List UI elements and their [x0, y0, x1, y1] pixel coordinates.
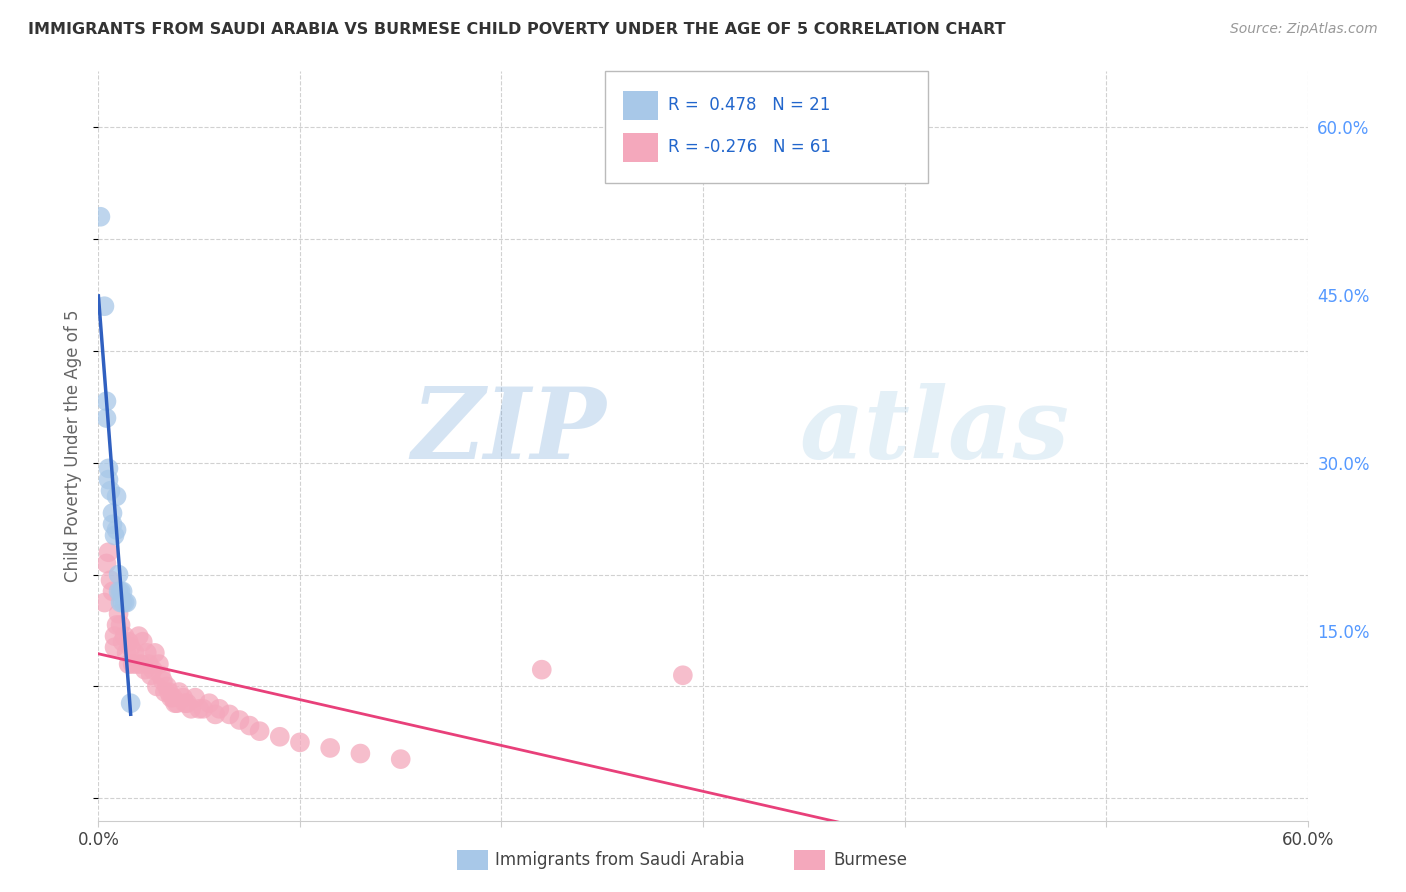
- Point: [157, 685, 180, 699]
- Point: [105, 618, 128, 632]
- Point: [134, 663, 156, 677]
- Point: [105, 523, 128, 537]
- Point: [103, 640, 125, 655]
- Point: [148, 657, 170, 671]
- Point: [110, 618, 132, 632]
- Point: [138, 657, 160, 671]
- Point: [239, 718, 262, 732]
- Point: [172, 690, 194, 705]
- Point: [174, 696, 197, 710]
- Point: [97, 545, 120, 559]
- Point: [110, 584, 132, 599]
- Point: [96, 557, 118, 571]
- Point: [198, 696, 221, 710]
- Text: Source: ZipAtlas.com: Source: ZipAtlas.com: [1230, 22, 1378, 37]
- Point: [100, 573, 122, 587]
- Text: ZIP: ZIP: [412, 383, 606, 479]
- Point: [128, 629, 150, 643]
- Point: [228, 713, 250, 727]
- Point: [114, 596, 136, 610]
- Point: [166, 696, 188, 710]
- Point: [135, 646, 157, 660]
- Point: [180, 702, 202, 716]
- Point: [204, 707, 226, 722]
- Point: [132, 634, 155, 648]
- Point: [107, 584, 129, 599]
- Point: [93, 596, 115, 610]
- Point: [111, 634, 134, 648]
- Point: [156, 680, 179, 694]
- Point: [249, 724, 271, 739]
- Point: [111, 584, 134, 599]
- Point: [218, 707, 240, 722]
- Text: R = -0.276   N = 61: R = -0.276 N = 61: [668, 138, 831, 156]
- Point: [105, 489, 128, 503]
- Point: [319, 741, 342, 756]
- Point: [184, 690, 207, 705]
- Point: [288, 735, 311, 749]
- Point: [160, 690, 183, 705]
- Point: [107, 567, 129, 582]
- Text: atlas: atlas: [800, 383, 1070, 479]
- Point: [93, 299, 115, 313]
- Point: [149, 668, 172, 682]
- Point: [142, 663, 165, 677]
- Text: Immigrants from Saudi Arabia: Immigrants from Saudi Arabia: [495, 851, 745, 869]
- Point: [163, 696, 186, 710]
- Point: [153, 685, 176, 699]
- Point: [103, 629, 125, 643]
- Point: [208, 702, 231, 716]
- Point: [101, 584, 124, 599]
- Point: [96, 411, 118, 425]
- Text: Burmese: Burmese: [834, 851, 908, 869]
- Point: [110, 596, 132, 610]
- Point: [115, 646, 138, 660]
- Point: [101, 506, 124, 520]
- Point: [124, 646, 146, 660]
- Point: [101, 517, 124, 532]
- Text: R =  0.478   N = 21: R = 0.478 N = 21: [668, 96, 830, 114]
- Point: [129, 657, 152, 671]
- Point: [121, 657, 143, 671]
- Point: [530, 663, 553, 677]
- Point: [103, 528, 125, 542]
- Point: [125, 657, 148, 671]
- Point: [107, 607, 129, 621]
- Text: IMMIGRANTS FROM SAUDI ARABIA VS BURMESE CHILD POVERTY UNDER THE AGE OF 5 CORRELA: IMMIGRANTS FROM SAUDI ARABIA VS BURMESE …: [28, 22, 1005, 37]
- Point: [146, 680, 169, 694]
- Point: [188, 702, 211, 716]
- Point: [111, 596, 134, 610]
- Point: [118, 634, 141, 648]
- Point: [96, 394, 118, 409]
- Point: [349, 747, 371, 761]
- Point: [97, 473, 120, 487]
- Point: [143, 646, 166, 660]
- Point: [120, 696, 142, 710]
- Point: [115, 596, 138, 610]
- Point: [139, 668, 162, 682]
- Point: [167, 685, 190, 699]
- Point: [269, 730, 291, 744]
- Point: [389, 752, 412, 766]
- Point: [118, 657, 141, 671]
- Point: [162, 690, 184, 705]
- Point: [89, 210, 111, 224]
- Y-axis label: Child Poverty Under the Age of 5: Child Poverty Under the Age of 5: [65, 310, 83, 582]
- Point: [114, 629, 136, 643]
- Point: [193, 702, 215, 716]
- Point: [672, 668, 695, 682]
- Point: [97, 461, 120, 475]
- Point: [120, 640, 142, 655]
- Point: [176, 696, 198, 710]
- Point: [152, 673, 174, 688]
- Point: [100, 483, 122, 498]
